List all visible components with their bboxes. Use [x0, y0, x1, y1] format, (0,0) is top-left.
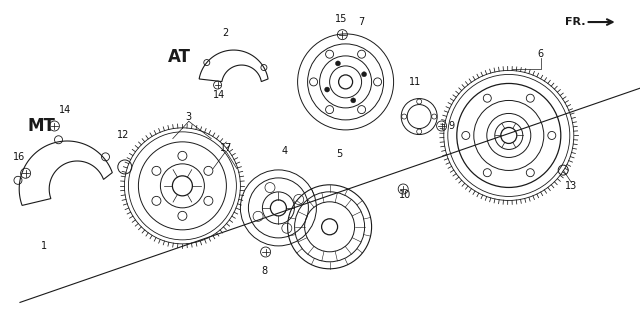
Text: 6: 6 [538, 49, 544, 59]
Text: 14: 14 [59, 105, 72, 115]
Text: 11: 11 [408, 77, 421, 87]
Text: 13: 13 [565, 181, 578, 191]
Text: FR.: FR. [565, 17, 586, 27]
Text: 5: 5 [336, 149, 342, 159]
Text: 8: 8 [261, 266, 268, 276]
Text: AT: AT [168, 48, 191, 66]
Text: 7: 7 [358, 17, 365, 27]
Text: 14: 14 [212, 89, 225, 100]
Text: 15: 15 [335, 14, 348, 24]
Text: 12: 12 [116, 130, 129, 140]
Text: 10: 10 [399, 190, 412, 200]
Circle shape [362, 72, 367, 77]
Text: 1: 1 [40, 241, 47, 251]
Circle shape [335, 61, 340, 66]
Text: 4: 4 [282, 146, 288, 156]
Text: MT: MT [28, 117, 56, 135]
Text: 17: 17 [220, 143, 232, 153]
Text: 3: 3 [186, 112, 192, 122]
Circle shape [351, 98, 356, 103]
Text: 2: 2 [222, 28, 228, 38]
Text: 9: 9 [448, 121, 454, 131]
Text: 16: 16 [13, 152, 26, 163]
Circle shape [324, 87, 330, 92]
